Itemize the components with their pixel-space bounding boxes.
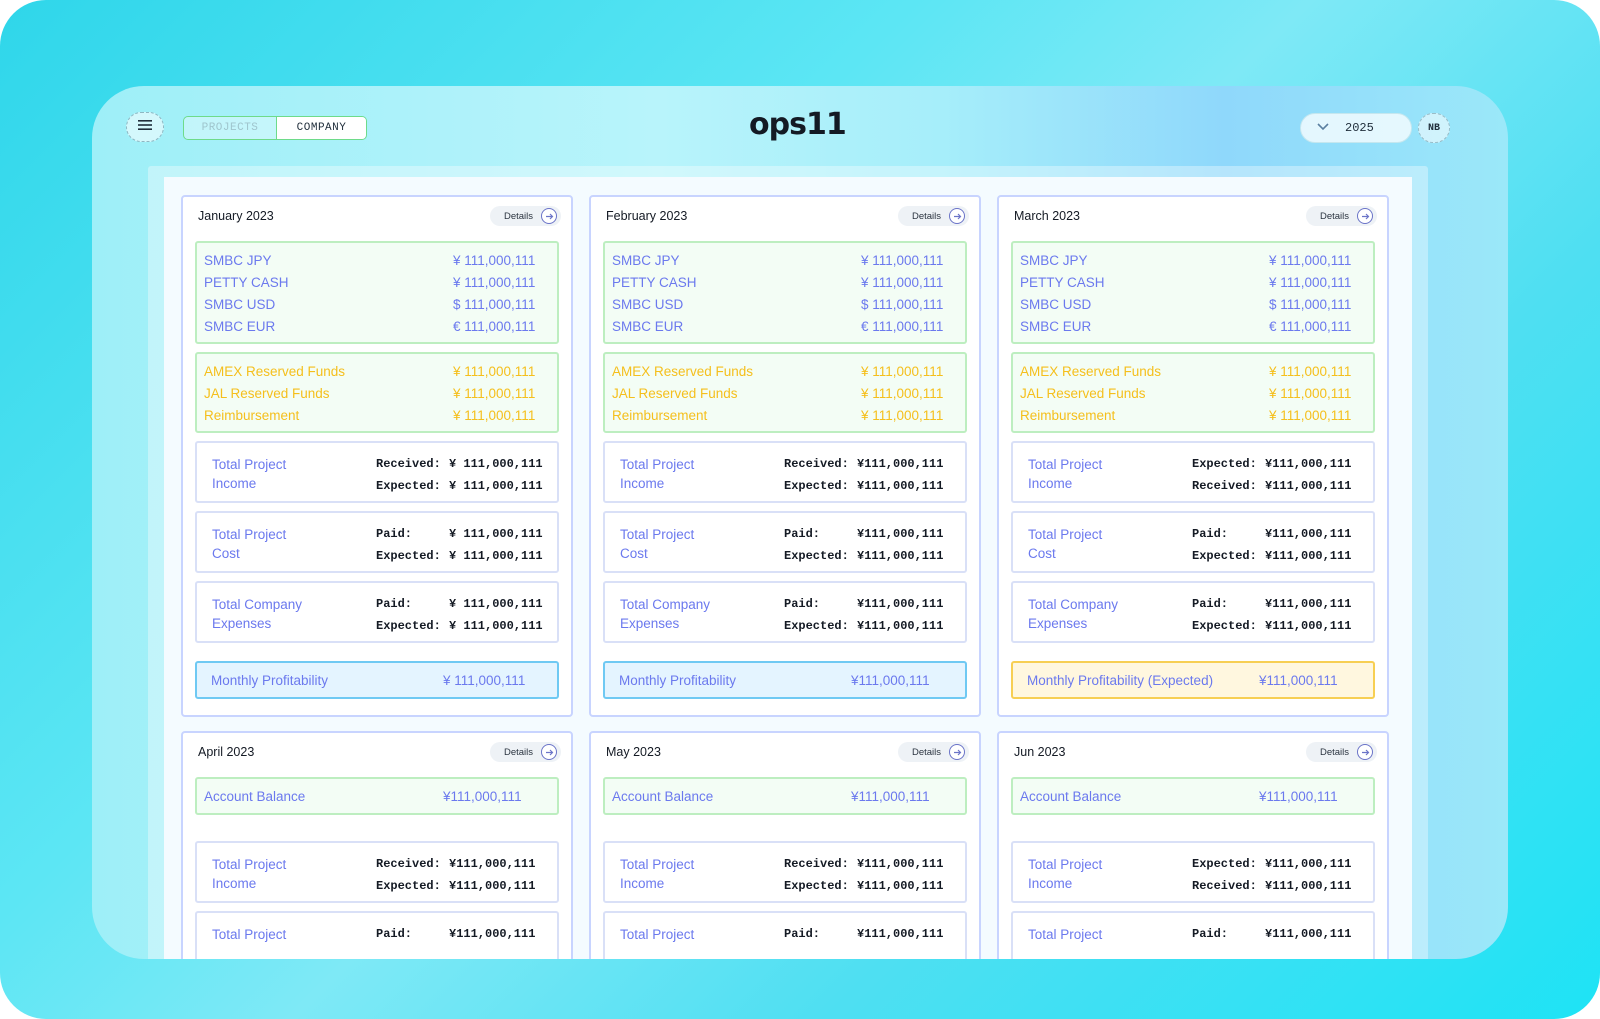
- reserved-row: JAL Reserved Funds ¥ 111,000,111: [204, 385, 536, 401]
- user-avatar[interactable]: NB: [1418, 113, 1450, 143]
- reserved-box: AMEX Reserved Funds ¥ 111,000,111 JAL Res…: [1011, 352, 1375, 433]
- stat-total-project-income: Total Project Income Received: ¥111,000,11…: [195, 841, 559, 903]
- month-card: May 2023 Details Account Balance ¥111,000…: [589, 731, 981, 959]
- stat-total-project-cost: Total Project Cost Paid: ¥ 111,000,111 Exp…: [195, 511, 559, 573]
- account-row: SMBC USD $ 111,000,111: [612, 296, 944, 312]
- tab-projects[interactable]: PROJECTS: [184, 117, 276, 139]
- stat-total-company-expenses: Total Company Expenses Paid: ¥ 111,000,111…: [195, 581, 559, 643]
- account-row: SMBC USD $ 111,000,111: [1020, 296, 1352, 312]
- hamburger-icon: [138, 118, 152, 136]
- card-title: January 2023: [198, 209, 274, 223]
- reserved-row: Reimbursement ¥ 111,000,111: [204, 407, 536, 423]
- monthly-profitability: Monthly Profitability ¥111,000,111: [603, 661, 967, 699]
- stat-total-project-cost: Total Project Cost Paid: ¥111,000,111 Expe…: [603, 511, 967, 573]
- reserved-row: Reimbursement ¥ 111,000,111: [612, 407, 944, 423]
- reserved-row: AMEX Reserved Funds ¥ 111,000,111: [612, 363, 944, 379]
- account-row: SMBC USD $ 111,000,111: [204, 296, 536, 312]
- month-card: February 2023 Details SMBC JPY ¥ 111,000,…: [589, 195, 981, 717]
- chevron-down-icon: [1317, 121, 1329, 135]
- stat-total-project-income: Total Project Income Received: ¥111,000,11…: [603, 841, 967, 903]
- account-row: SMBC EUR € 111,000,111: [612, 318, 944, 334]
- account-row: SMBC EUR € 111,000,111: [204, 318, 536, 334]
- account-balance: Account Balance ¥111,000,111: [603, 777, 967, 815]
- card-title: February 2023: [606, 209, 688, 223]
- details-label: Details: [911, 746, 941, 758]
- card-title: May 2023: [606, 745, 661, 759]
- details-label: Details: [1319, 210, 1349, 222]
- details-label: Details: [1319, 746, 1349, 758]
- accounts-box: SMBC JPY ¥ 111,000,111 PETTY CASH ¥ 111,00…: [195, 241, 559, 344]
- arrow-right-icon: [541, 744, 557, 760]
- account-balance: Account Balance ¥111,000,111: [1011, 777, 1375, 815]
- tab-company[interactable]: COMPANY: [276, 117, 366, 139]
- card-title: April 2023: [198, 745, 255, 759]
- stat-total-project-income: Total Project Income Received: ¥111,000,11…: [603, 441, 967, 503]
- arrow-right-icon: [1357, 208, 1373, 224]
- details-button[interactable]: Details: [489, 206, 561, 226]
- month-card: Jun 2023 Details Account Balance ¥111,000…: [997, 731, 1389, 959]
- stat-total-project-cost: Total Project Paid: ¥111,000,111: [603, 911, 967, 959]
- reserved-row: JAL Reserved Funds ¥ 111,000,111: [1020, 385, 1352, 401]
- month-card: January 2023 Details SMBC JPY ¥ 111,000,1…: [181, 195, 573, 717]
- logo-text: ops11: [749, 107, 846, 141]
- menu-button[interactable]: [126, 112, 164, 142]
- stat-total-project-cost: Total Project Paid: ¥111,000,111: [195, 911, 559, 959]
- details-button[interactable]: Details: [1305, 206, 1377, 226]
- stat-total-project-income: Total Project Income Expected: ¥111,000,11…: [1011, 441, 1375, 503]
- details-label: Details: [503, 210, 533, 222]
- account-balance: Account Balance ¥111,000,111: [195, 777, 559, 815]
- stat-total-company-expenses: Total Company Expenses Paid: ¥111,000,111 …: [1011, 581, 1375, 643]
- account-row: SMBC JPY ¥ 111,000,111: [204, 252, 536, 268]
- monthly-profitability: Monthly Profitability ¥ 111,000,111: [195, 661, 559, 699]
- app-window: PROJECTS COMPANY ops11 2025 NB January 2…: [92, 86, 1508, 959]
- ops11-logo: ops11: [742, 104, 862, 144]
- reserved-row: Reimbursement ¥ 111,000,111: [1020, 407, 1352, 423]
- stat-total-project-cost: Total Project Cost Paid: ¥111,000,111 Expe…: [1011, 511, 1375, 573]
- view-tabs: PROJECTS COMPANY: [183, 116, 367, 140]
- details-label: Details: [503, 746, 533, 758]
- details-button[interactable]: Details: [1305, 742, 1377, 762]
- stat-total-project-cost: Total Project Paid: ¥111,000,111: [1011, 911, 1375, 959]
- arrow-right-icon: [1357, 744, 1373, 760]
- account-row: PETTY CASH ¥ 111,000,111: [612, 274, 944, 290]
- arrow-right-icon: [949, 208, 965, 224]
- accounts-box: SMBC JPY ¥ 111,000,111 PETTY CASH ¥ 111,00…: [603, 241, 967, 344]
- details-button[interactable]: Details: [897, 206, 969, 226]
- account-row: SMBC JPY ¥ 111,000,111: [612, 252, 944, 268]
- reserved-box: AMEX Reserved Funds ¥ 111,000,111 JAL Res…: [195, 352, 559, 433]
- reserved-box: AMEX Reserved Funds ¥ 111,000,111 JAL Res…: [603, 352, 967, 433]
- reserved-row: AMEX Reserved Funds ¥ 111,000,111: [1020, 363, 1352, 379]
- reserved-row: AMEX Reserved Funds ¥ 111,000,111: [204, 363, 536, 379]
- account-row: PETTY CASH ¥ 111,000,111: [1020, 274, 1352, 290]
- arrow-right-icon: [541, 208, 557, 224]
- stat-total-company-expenses: Total Company Expenses Paid: ¥111,000,111 …: [603, 581, 967, 643]
- account-row: PETTY CASH ¥ 111,000,111: [204, 274, 536, 290]
- card-title: Jun 2023: [1014, 745, 1066, 759]
- account-row: SMBC EUR € 111,000,111: [1020, 318, 1352, 334]
- stat-total-project-income: Total Project Income Received: ¥ 111,000,1…: [195, 441, 559, 503]
- month-cards-grid: January 2023 Details SMBC JPY ¥ 111,000,1…: [181, 195, 1393, 959]
- arrow-right-icon: [949, 744, 965, 760]
- month-card: March 2023 Details SMBC JPY ¥ 111,000,111…: [997, 195, 1389, 717]
- year-value: 2025: [1345, 121, 1374, 135]
- month-card: April 2023 Details Account Balance ¥111,0…: [181, 731, 573, 959]
- year-select[interactable]: 2025: [1300, 113, 1412, 143]
- reserved-row: JAL Reserved Funds ¥ 111,000,111: [612, 385, 944, 401]
- card-title: March 2023: [1014, 209, 1081, 223]
- details-label: Details: [911, 210, 941, 222]
- account-row: SMBC JPY ¥ 111,000,111: [1020, 252, 1352, 268]
- accounts-box: SMBC JPY ¥ 111,000,111 PETTY CASH ¥ 111,00…: [1011, 241, 1375, 344]
- monthly-profitability-expected: Monthly Profitability (Expected) ¥111,000…: [1011, 661, 1375, 699]
- details-button[interactable]: Details: [489, 742, 561, 762]
- stat-total-project-income: Total Project Income Expected: ¥111,000,11…: [1011, 841, 1375, 903]
- details-button[interactable]: Details: [897, 742, 969, 762]
